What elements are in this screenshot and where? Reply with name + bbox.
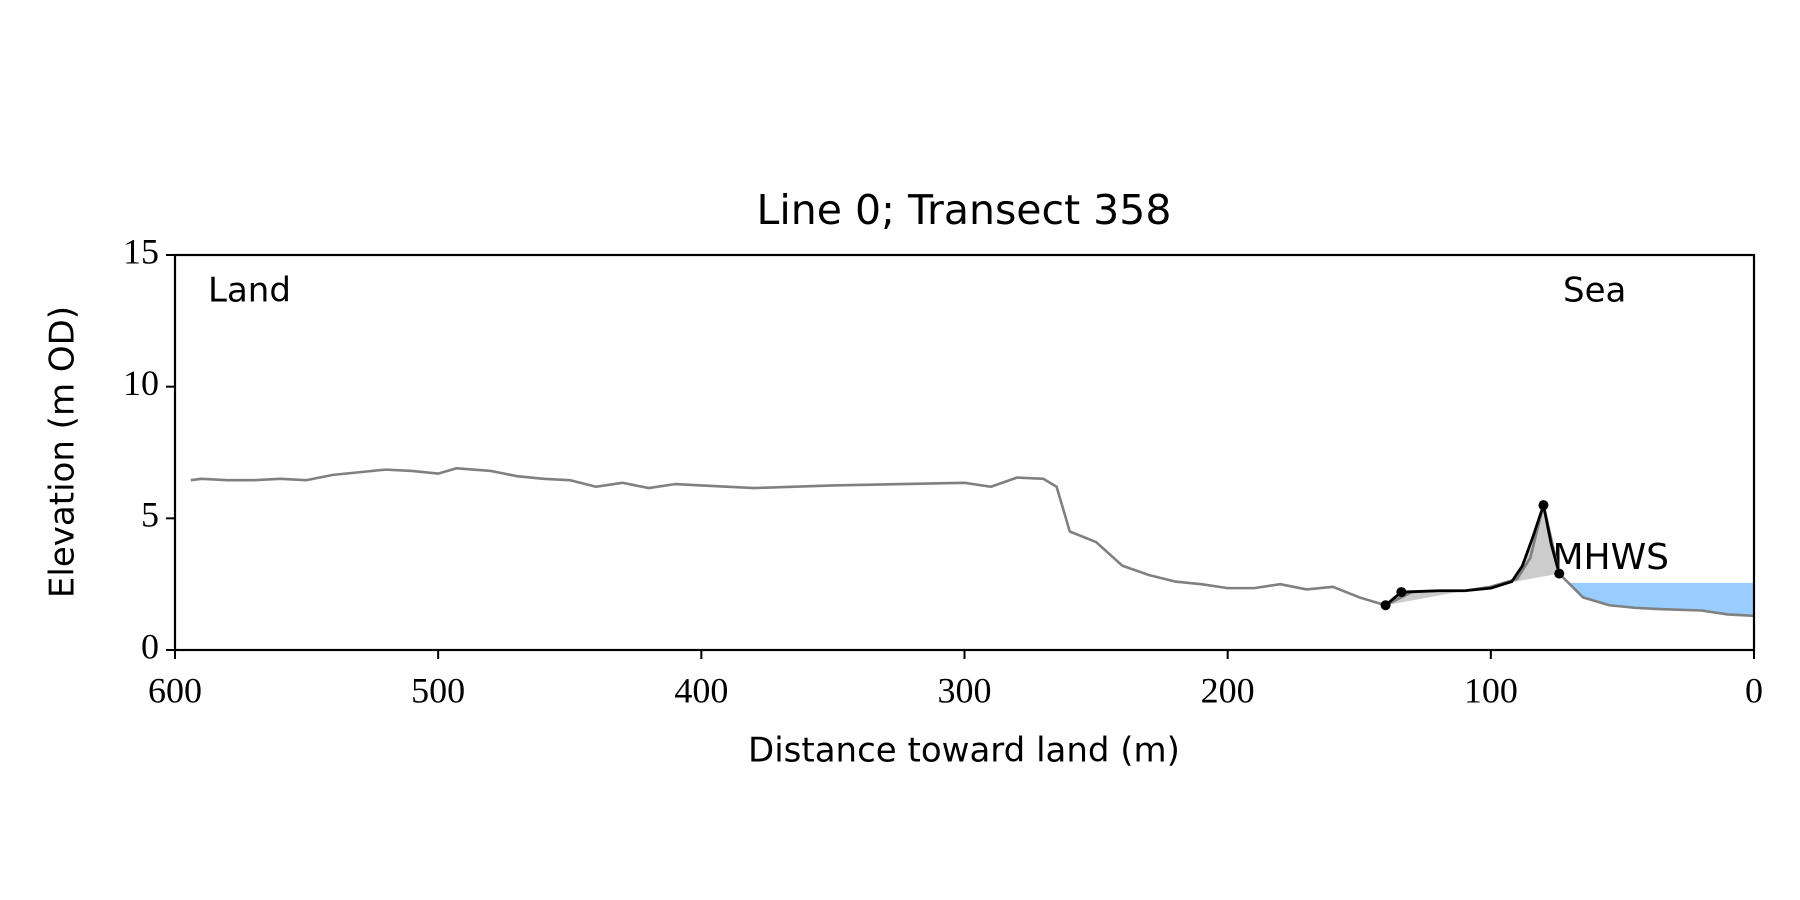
mhws-fill bbox=[1568, 582, 1754, 616]
x-tick-label: 0 bbox=[1745, 670, 1763, 710]
y-tick-label: 15 bbox=[123, 231, 159, 271]
mhws-label: MHWS bbox=[1552, 537, 1669, 578]
profile-point bbox=[1380, 600, 1391, 611]
x-tick-label: 600 bbox=[148, 670, 202, 710]
x-axis-label: Distance toward land (m) bbox=[748, 731, 1180, 771]
plot-area: MHWS 600 500 400 300 200 100 0 0 5 10 15 bbox=[123, 231, 1763, 710]
profile-line bbox=[190, 467, 1755, 618]
chart-title: Line 0; Transect 358 bbox=[757, 186, 1172, 234]
axes-frame bbox=[173, 253, 1756, 652]
annotation: Land bbox=[208, 271, 291, 311]
x-tick-label: 200 bbox=[1201, 670, 1255, 710]
y-axis-label: Elevation (m OD) bbox=[43, 306, 83, 598]
x-tick-label: 400 bbox=[674, 670, 728, 710]
x-tick-label: 300 bbox=[938, 670, 992, 710]
profile-point bbox=[1538, 500, 1549, 511]
x-tick-label: 500 bbox=[411, 670, 465, 710]
y-tick-label: 5 bbox=[141, 495, 159, 535]
x-tick-label: 100 bbox=[1464, 670, 1518, 710]
profile-point bbox=[1554, 568, 1565, 579]
y-tick-label: 0 bbox=[141, 626, 159, 666]
y-tick-label: 10 bbox=[123, 363, 159, 403]
annotation: Sea bbox=[1563, 271, 1626, 311]
profile-point bbox=[1396, 587, 1407, 598]
profile-line bbox=[1384, 503, 1561, 607]
